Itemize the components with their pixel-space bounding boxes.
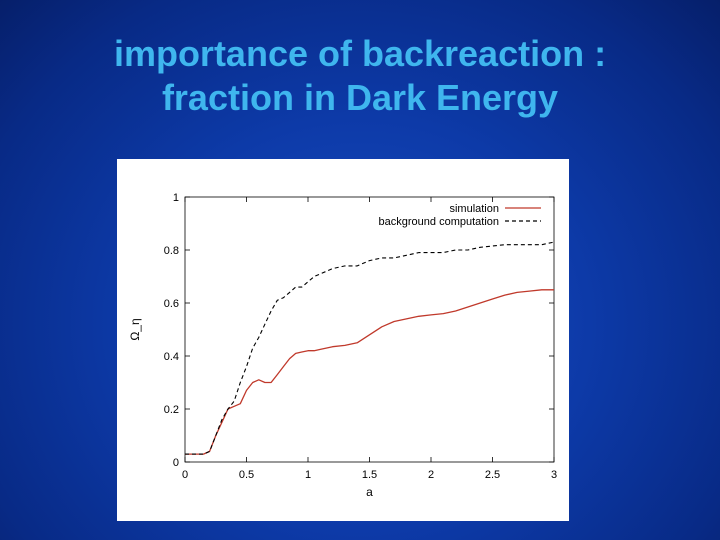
- plot-axes: [184, 196, 555, 463]
- tick-labels: 0 0.5 1 1.5 2 2.5 3 0 0.2 0.4 0.6 0.8 1: [164, 192, 557, 481]
- y-tick-label: 0.4: [164, 351, 179, 363]
- y-axis-label: Ω_η: [128, 318, 142, 340]
- x-axis-label: a: [366, 485, 373, 499]
- x-tick-label: 1: [305, 469, 311, 481]
- x-tick-label: 2: [428, 469, 434, 481]
- x-tick-label: 0: [182, 469, 188, 481]
- legend-label: simulation: [449, 203, 499, 215]
- x-tick-label: 3: [551, 469, 557, 481]
- slide-title-line-1: importance of backreaction :: [113, 33, 607, 74]
- y-tick-label: 0.6: [164, 298, 179, 310]
- x-tick-label: 2.5: [485, 469, 500, 481]
- slide-title-line-2: fraction in Dark Energy: [161, 77, 559, 118]
- y-tick-label: 0.8: [164, 245, 179, 257]
- plot-frame: [184, 196, 555, 463]
- y-tick-label: 0: [173, 457, 179, 469]
- y-tick-label: 0.2: [164, 404, 179, 416]
- simulation-line: [185, 289, 554, 455]
- x-tick-label: 1.5: [362, 469, 377, 481]
- line-chart: 0 0.5 1 1.5 2 2.5 3 0 0.2 0.4 0.6 0.8 1 simulationba…: [128, 192, 557, 499]
- y-tick-label: 1: [173, 192, 179, 204]
- x-tick-label: 0.5: [239, 469, 254, 481]
- legend-label: background computation: [379, 216, 499, 228]
- series-lines: [185, 241, 555, 455]
- tick-marks: [184, 196, 555, 463]
- slide-title: importance of backreaction : fraction in…: [0, 32, 720, 120]
- plot-panel: 0 0.5 1 1.5 2 2.5 3 0 0.2 0.4 0.6 0.8 1 simulation ba…: [117, 159, 569, 521]
- background-computation-line: [185, 241, 555, 455]
